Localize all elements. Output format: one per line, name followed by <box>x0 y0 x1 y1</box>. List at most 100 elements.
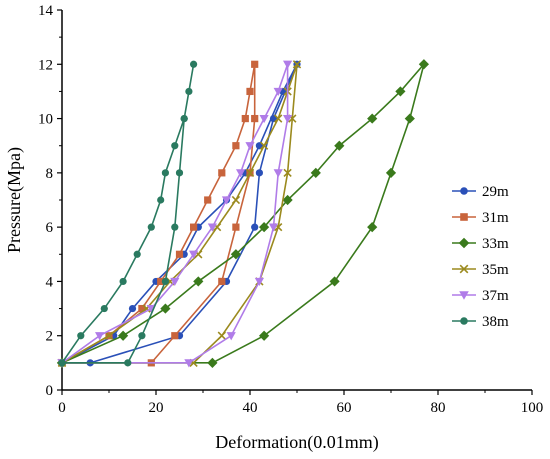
marker-stroke <box>274 222 283 232</box>
x-tick-label: 0 <box>58 400 66 416</box>
data-point <box>185 87 193 96</box>
data-point <box>204 196 212 204</box>
legend-item: 29m <box>452 184 509 200</box>
data-point <box>395 86 406 97</box>
data-point <box>251 60 259 68</box>
y-tick-label: 6 <box>46 220 54 236</box>
data-point <box>171 142 179 150</box>
legend-item: 38m <box>452 314 509 330</box>
legend-item: 31m <box>452 210 509 226</box>
data-point <box>246 87 254 96</box>
legend-marker <box>459 264 469 274</box>
data-point <box>245 168 255 178</box>
data-point <box>138 304 146 313</box>
y-tick-label: 14 <box>38 3 54 19</box>
data-point <box>236 169 246 178</box>
data-point <box>171 223 179 231</box>
data-point <box>385 167 397 178</box>
data-point <box>157 196 165 204</box>
data-point <box>161 169 169 177</box>
data-point <box>77 332 85 340</box>
data-point <box>95 332 105 341</box>
data-point <box>118 330 129 341</box>
legend-item: 33m <box>452 236 509 252</box>
series-line <box>61 64 195 364</box>
data-point <box>259 330 270 341</box>
marker-stroke <box>245 168 255 178</box>
marker-stroke <box>104 331 114 340</box>
data-point <box>226 332 236 341</box>
data-point <box>193 276 204 287</box>
x-axis-title: Deformation(0.01mm) <box>215 432 378 453</box>
series-line <box>61 64 298 364</box>
data-point <box>241 114 249 123</box>
x-tick-label: 100 <box>521 400 544 416</box>
marker-stroke <box>283 168 292 178</box>
data-point <box>251 223 259 231</box>
data-point <box>133 250 141 258</box>
series-37m <box>57 60 293 368</box>
marker-stroke <box>259 141 269 150</box>
marker-stroke <box>459 264 469 274</box>
data-point <box>367 222 378 233</box>
data-point <box>231 195 241 205</box>
x-tick-label: 40 <box>243 400 258 416</box>
data-point <box>170 277 180 287</box>
data-point <box>217 331 226 340</box>
data-point <box>404 113 415 124</box>
legend-label: 38m <box>482 314 509 330</box>
data-point <box>367 113 378 124</box>
data-point <box>190 223 198 231</box>
series-line <box>61 63 425 364</box>
legend: 29m 31m 33m 35m 37m 38m <box>452 184 509 330</box>
legend-label: 35m <box>482 262 509 278</box>
series-33m <box>56 59 429 368</box>
data-point <box>189 250 199 259</box>
y-tick-label: 0 <box>46 383 54 399</box>
marker-stroke <box>292 60 302 69</box>
legend-marker <box>460 317 468 325</box>
data-point <box>221 196 232 205</box>
x-tick-label: 60 <box>337 400 352 416</box>
data-point <box>282 194 293 206</box>
data-point <box>254 277 264 287</box>
data-point <box>190 60 198 68</box>
data-point <box>273 87 283 97</box>
data-point <box>58 359 66 367</box>
y-axis-title: Pressure(Mpa) <box>4 147 25 253</box>
marker-stroke <box>194 250 203 259</box>
data-point <box>418 59 429 70</box>
legend-label: 31m <box>482 210 509 226</box>
data-point <box>334 140 345 151</box>
marker-stroke <box>189 358 198 368</box>
marker-stroke <box>274 114 283 123</box>
legend-label: 37m <box>482 288 509 304</box>
data-point <box>184 359 194 368</box>
marker-stroke <box>231 195 241 205</box>
data-point <box>232 142 240 150</box>
y-tick-label: 12 <box>38 57 53 73</box>
legend-label: 29m <box>482 184 509 200</box>
data-point <box>138 332 146 340</box>
data-point <box>175 169 184 177</box>
data-point <box>273 169 283 178</box>
y-tick-label: 4 <box>46 274 54 290</box>
legend-item: 37m <box>452 288 509 304</box>
data-point <box>218 169 226 177</box>
data-point <box>292 60 302 69</box>
data-point <box>259 222 270 233</box>
data-point <box>119 277 127 286</box>
data-point <box>268 223 279 232</box>
data-point <box>207 223 217 232</box>
data-point <box>160 303 171 314</box>
data-point <box>283 168 292 178</box>
y-tick-label: 8 <box>46 166 54 182</box>
series-line <box>61 63 298 364</box>
data-point <box>128 304 137 313</box>
marker-stroke <box>212 222 222 232</box>
data-point <box>255 169 263 177</box>
series-31m <box>58 60 259 367</box>
legend-marker <box>460 187 468 195</box>
